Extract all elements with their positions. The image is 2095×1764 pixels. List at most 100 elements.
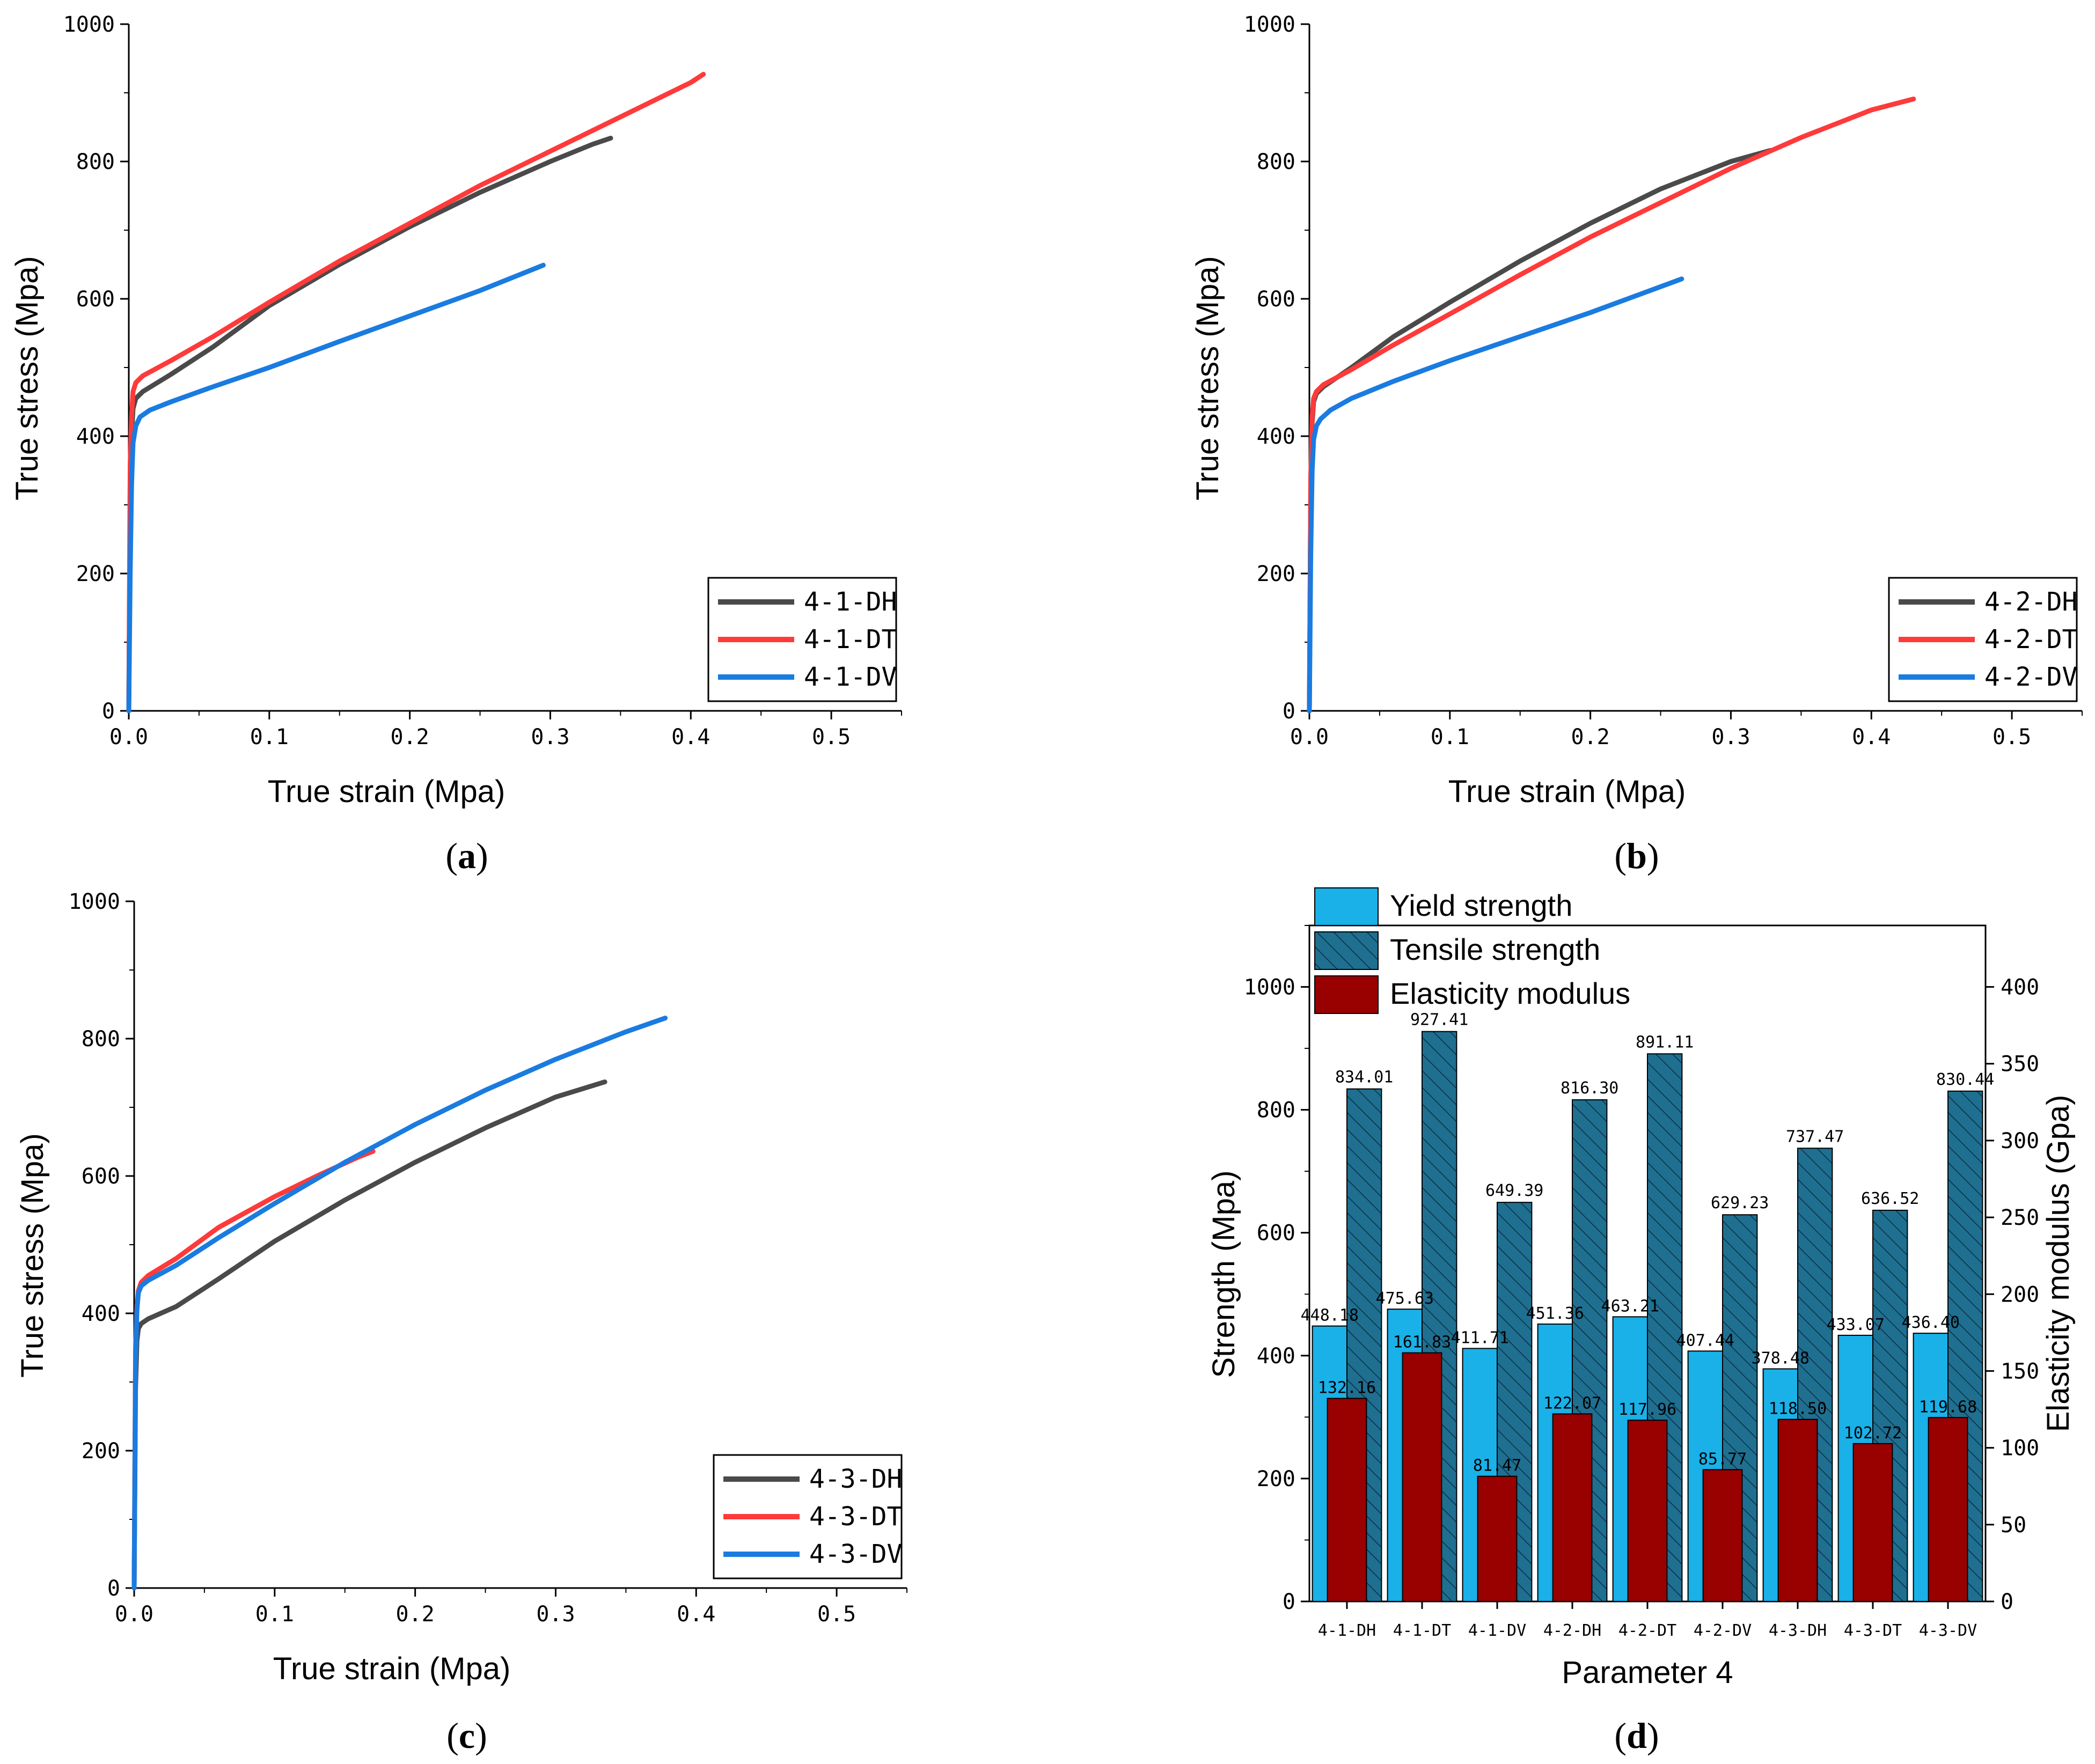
x-tick-label: 0.1 xyxy=(255,1602,294,1627)
label-tensile-4-1-DV: 649.39 xyxy=(1485,1181,1543,1200)
label-tensile-4-3-DH: 737.47 xyxy=(1786,1127,1844,1146)
x-tick-label: 0.2 xyxy=(396,1602,435,1627)
legend-label-Elasticity modulus: Elasticity modulus xyxy=(1390,976,1630,1010)
x-tick-label: 0.3 xyxy=(1711,725,1750,749)
bar-modulus-4-2-DH xyxy=(1552,1413,1593,1602)
y-axis-label: True stress (Mpa) xyxy=(1190,256,1225,500)
legend-swatch-Tensile strength xyxy=(1314,931,1379,970)
legend-label-4-2-DT: 4-2-DT xyxy=(1984,624,2077,655)
label-modulus-4-2-DH: 122.07 xyxy=(1543,1394,1601,1413)
x-tick-label: 0.4 xyxy=(671,725,710,749)
label-tensile-4-2-DT: 891.11 xyxy=(1636,1033,1694,1052)
legend-swatch-Yield strength xyxy=(1314,887,1379,926)
y-tick-label: 400 xyxy=(1257,1344,1295,1369)
y-tick-label: 0 xyxy=(1283,1590,1295,1614)
label-modulus-4-1-DV: 81.47 xyxy=(1473,1457,1521,1475)
y2-axis-label: Elasticity modulus (Gpa) xyxy=(2041,1095,2076,1432)
x-tick-label: 4-2-DH xyxy=(1543,1621,1601,1640)
panel-c: 0 200 400 600 800 1000 0.0 0.1 0.2 0.3 0.4 0.5 True … xyxy=(15,890,907,1686)
series-line-4-1-DT xyxy=(126,71,706,714)
bar-modulus-4-2-DV xyxy=(1702,1469,1743,1603)
label-modulus-4-2-DV: 85.77 xyxy=(1698,1450,1747,1468)
label-yield-4-1-DV: 411.71 xyxy=(1451,1328,1509,1347)
y-axis-label: True stress (Mpa) xyxy=(10,256,45,500)
x-tick-label: 4-1-DH xyxy=(1318,1621,1376,1640)
x-tick-label: 0.5 xyxy=(1993,725,2031,749)
y2-tick-label: 300 xyxy=(2001,1129,2039,1153)
y-tick-label: 1000 xyxy=(69,890,120,914)
x-tick-label: 4-2-DT xyxy=(1618,1621,1676,1640)
y2-tick-label: 0 xyxy=(2001,1590,2013,1614)
y-tick-label: 600 xyxy=(1257,1221,1295,1246)
legend-label-4-2-DV: 4-2-DV xyxy=(1984,662,2077,692)
y-tick-label: 600 xyxy=(82,1164,120,1189)
legend-label-4-1-DV: 4-1-DV xyxy=(804,662,897,692)
x-axis-label: True strain (Mpa) xyxy=(268,774,506,809)
x-tick-label: 0.0 xyxy=(109,725,148,749)
label-modulus-4-1-DT: 161.83 xyxy=(1393,1333,1451,1352)
x-tick-label: 0.2 xyxy=(391,725,429,749)
x-tick-label: 0.4 xyxy=(1852,725,1891,749)
panel-label-d: (d) xyxy=(1614,1715,1659,1756)
y-tick-label: 400 xyxy=(76,424,115,449)
series-line-4-2-DH xyxy=(1307,148,1773,714)
y-tick-label: 0 xyxy=(102,699,115,724)
y-tick-label: 0 xyxy=(107,1576,120,1601)
y-tick-label: 400 xyxy=(1257,424,1295,449)
panel-label-a: (a) xyxy=(445,835,488,876)
y-tick-label: 1000 xyxy=(1244,12,1295,37)
series-line-4-3-DH xyxy=(131,1079,607,1591)
y-tick-label: 800 xyxy=(82,1027,120,1052)
series-line-4-3-DV xyxy=(131,1016,668,1591)
label-tensile-4-1-DT: 927.41 xyxy=(1410,1011,1468,1030)
legend-label-Tensile strength: Tensile strength xyxy=(1390,932,1600,966)
x-tick-label: 4-3-DH xyxy=(1769,1621,1827,1640)
x-tick-label: 4-3-DV xyxy=(1919,1621,1977,1640)
y2-tick-label: 50 xyxy=(2001,1513,2026,1538)
x-tick-label: 0.3 xyxy=(531,725,569,749)
x-tick-label: 4-1-DV xyxy=(1468,1621,1526,1640)
y-tick-label: 200 xyxy=(1257,562,1295,586)
bar-modulus-4-3-DT xyxy=(1852,1443,1893,1602)
bar-modulus-4-3-DV xyxy=(1928,1417,1968,1603)
label-yield-4-2-DV: 407.44 xyxy=(1676,1331,1734,1350)
y-axis-label: Strength (Mpa) xyxy=(1206,1171,1241,1378)
legend-label-4-1-DH: 4-1-DH xyxy=(804,587,897,617)
x-tick-label: 0.5 xyxy=(812,725,851,749)
panel-a: 0 200 400 600 800 1000 0.0 0.1 0.2 0.3 0.4 0.5 True … xyxy=(10,12,902,809)
y2-tick-label: 200 xyxy=(2001,1282,2039,1307)
x-tick-label: 4-3-DT xyxy=(1844,1621,1902,1640)
legend-label-4-3-DV: 4-3-DV xyxy=(809,1539,902,1569)
x-axis-label: True strain (Mpa) xyxy=(1448,774,1686,809)
panel-d: 0 200 400 600 800 1000 0 50 100 150 200 250 300 350 40… xyxy=(1206,887,2076,1690)
legend-label-4-2-DH: 4-2-DH xyxy=(1984,587,2077,617)
label-yield-4-1-DH: 448.18 xyxy=(1301,1306,1359,1325)
bar-modulus-4-3-DH xyxy=(1777,1418,1818,1603)
label-modulus-4-2-DT: 117.96 xyxy=(1618,1400,1676,1419)
panel-b: 0 200 400 600 800 1000 0.0 0.1 0.2 0.3 0.4 0.5 True … xyxy=(1190,12,2083,809)
y-tick-label: 400 xyxy=(82,1302,120,1326)
panel-label-b: (b) xyxy=(1614,835,1659,876)
label-yield-4-2-DH: 451.36 xyxy=(1526,1304,1584,1323)
legend-label-Yield strength: Yield strength xyxy=(1390,888,1572,922)
y-tick-label: 0 xyxy=(1283,699,1295,724)
y-tick-label: 800 xyxy=(76,150,115,174)
y2-tick-label: 100 xyxy=(2001,1436,2039,1461)
label-tensile-4-3-DV: 830.44 xyxy=(1936,1070,1994,1089)
y2-tick-label: 250 xyxy=(2001,1206,2039,1230)
bar-modulus-4-1-DT xyxy=(1402,1352,1442,1602)
x-axis-label: Parameter 4 xyxy=(1562,1655,1733,1690)
x-tick-label: 0.5 xyxy=(817,1602,856,1627)
x-tick-label: 4-1-DT xyxy=(1393,1621,1451,1640)
y-tick-label: 200 xyxy=(76,562,115,586)
x-tick-label: 0.1 xyxy=(250,725,289,749)
y-axis-label: True stress (Mpa) xyxy=(15,1133,50,1377)
y-tick-label: 600 xyxy=(1257,287,1295,312)
series-line-4-2-DV xyxy=(1307,276,1684,714)
label-modulus-4-3-DH: 118.50 xyxy=(1769,1400,1827,1418)
label-yield-4-2-DT: 463.21 xyxy=(1601,1297,1659,1315)
series-line-4-1-DV xyxy=(126,262,546,714)
legend-label-4-1-DT: 4-1-DT xyxy=(804,624,897,655)
x-tick-label: 4-2-DV xyxy=(1694,1621,1752,1640)
